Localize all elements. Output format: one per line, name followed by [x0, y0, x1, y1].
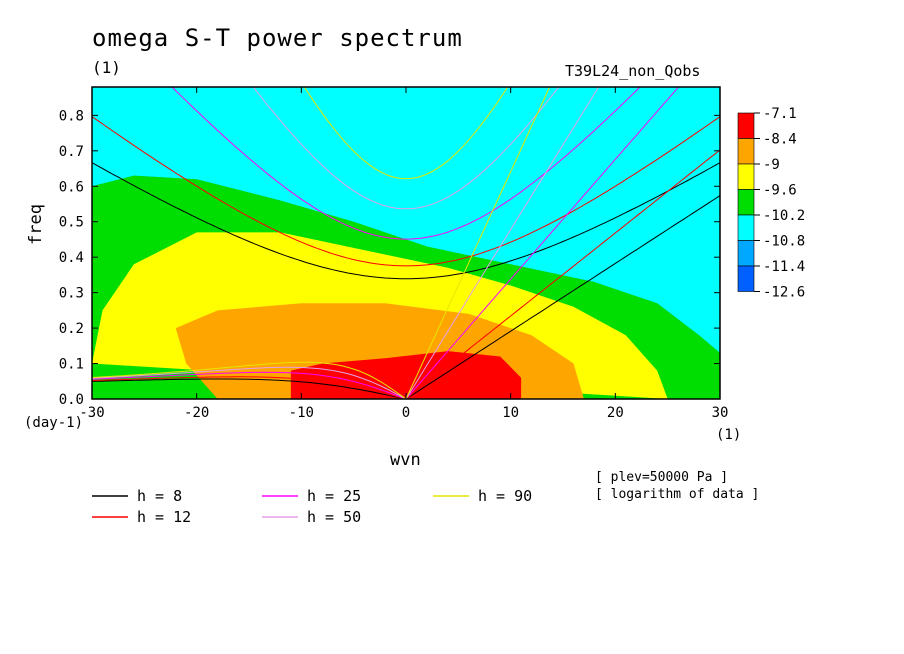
y-tick-label: 0.1: [59, 357, 84, 373]
dispersion-ig-h8: [92, 162, 720, 280]
dispersion-kelvin-h8: [405, 195, 720, 399]
dispersion-er-h25: [92, 371, 407, 399]
dispersion-er-h12: [92, 376, 407, 399]
legend-label-h50: h = 50: [307, 508, 361, 526]
y-axis-unit: (day-1): [24, 415, 84, 431]
x-tick-label: 10: [502, 405, 519, 421]
legend-label-h8: h = 8: [137, 487, 182, 505]
colorbar-swatch-0: [737, 112, 755, 139]
dispersion-kelvin-h50: [405, 87, 600, 399]
run-id-label: T39L24_non_Qobs: [565, 62, 701, 80]
colorbar-label: -9: [763, 157, 780, 173]
y-tick-label: 0.0: [59, 392, 84, 408]
colorbar-swatch-3: [737, 189, 755, 216]
colorbar-label: -7.1: [763, 106, 797, 122]
dispersion-er-h90: [92, 361, 407, 399]
dispersion-kelvin-h12: [405, 149, 720, 399]
dispersion-ig-h12: [92, 116, 720, 267]
colorbar-swatch-1: [737, 138, 755, 165]
plev-note: [ plev=50000 Pa ]: [595, 470, 729, 485]
y-tick-label: 0.5: [59, 215, 84, 231]
y-tick-label: 0.7: [59, 144, 84, 160]
y-tick-label: 0.3: [59, 286, 84, 302]
log-note: [ logarithm of data ]: [595, 487, 760, 502]
colorbar-swatch-4: [737, 214, 755, 241]
dispersion-curves: [92, 87, 720, 399]
y-tick-label: 0.2: [59, 321, 84, 337]
colorbar: -7.1 -8.4 -9 -9.6 -10.2 -10.8 -11.4 -12.6: [737, 106, 805, 301]
colorbar-label: -9.6: [763, 183, 797, 199]
contour-fills: [92, 87, 720, 399]
contour-region-6: [290, 351, 522, 399]
colorbar-label: -12.6: [763, 285, 805, 301]
y-tick-label: 0.8: [59, 108, 84, 124]
legend-label-h12: h = 12: [137, 508, 191, 526]
colorbar-swatch-6: [737, 265, 755, 292]
dispersion-er-h50: [92, 366, 407, 399]
legend-label-h90: h = 90: [478, 487, 532, 505]
dispersion-ig-h25: [171, 87, 641, 240]
dispersion-er-h8: [92, 378, 407, 399]
dispersion-ig-h50: [252, 87, 560, 210]
x-tick-label: 30: [712, 405, 729, 421]
x-tick-label: -20: [184, 405, 209, 421]
colorbar-swatch-2: [737, 163, 755, 190]
colorbar-label: -10.8: [763, 234, 805, 250]
y-tick-label: 0.4: [59, 250, 84, 266]
title-unit: (1): [92, 58, 121, 77]
x-tick-label: -30: [79, 405, 104, 421]
colorbar-label: -10.2: [763, 208, 805, 224]
dispersion-kelvin-h25: [405, 87, 680, 399]
colorbar-label: -11.4: [763, 259, 805, 275]
x-axis-unit: (1): [716, 427, 742, 443]
y-tick-label: 0.6: [59, 179, 84, 195]
x-tick-label: 0: [402, 405, 410, 421]
chart-title: omega S-T power spectrum: [92, 24, 463, 52]
legend-label-h25: h = 25: [307, 487, 361, 505]
colorbar-swatch-5: [737, 240, 755, 267]
dispersion-ig-h90: [303, 87, 509, 180]
x-tick-label: 20: [607, 405, 624, 421]
legend: h = 8 h = 12 h = 25 h = 50 h = 90: [92, 487, 532, 526]
x-tick-label: -10: [289, 405, 314, 421]
x-axis-label: wvn: [390, 450, 421, 470]
dispersion-kelvin-h90: [405, 87, 551, 399]
axis-ticks: -30 -20 -10 0 10 20 30 0.0 0.1 0.2 0.3 0.4 0.5 0.6 0.7…: [59, 87, 729, 421]
contour-region-2: [92, 87, 720, 353]
colorbar-label: -8.4: [763, 132, 797, 148]
